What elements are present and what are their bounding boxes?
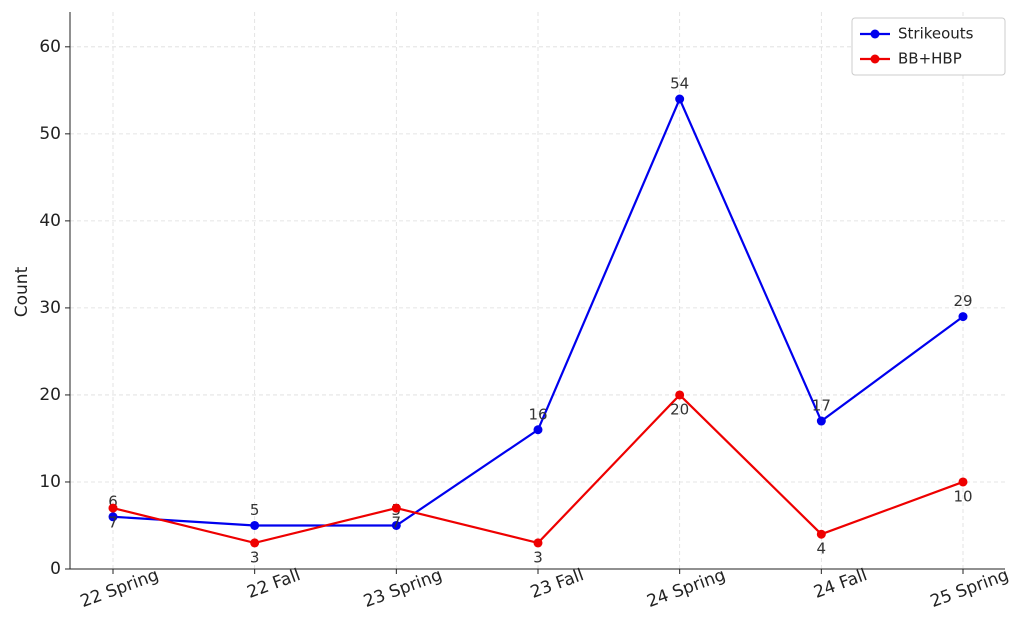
x-tick-label: 23 Spring bbox=[361, 565, 445, 612]
data-label: 6 bbox=[108, 492, 118, 510]
y-tick-label: 60 bbox=[39, 37, 61, 57]
x-tick-label: 24 Spring bbox=[644, 565, 728, 612]
data-label: 54 bbox=[670, 75, 689, 93]
data-label: 3 bbox=[250, 548, 260, 566]
x-tick-label: 24 Fall bbox=[811, 565, 870, 603]
data-label: 3 bbox=[533, 548, 543, 566]
point bbox=[675, 390, 685, 400]
legend-marker bbox=[870, 54, 880, 64]
x-tick-label: 25 Spring bbox=[928, 565, 1012, 612]
point bbox=[533, 538, 543, 548]
point bbox=[816, 416, 826, 426]
point bbox=[533, 425, 543, 435]
data-label: 17 bbox=[812, 397, 831, 415]
point bbox=[958, 477, 968, 487]
data-label: 16 bbox=[528, 405, 547, 423]
point bbox=[108, 503, 118, 513]
y-tick-label: 40 bbox=[39, 211, 61, 231]
point bbox=[391, 503, 401, 513]
y-tick-label: 50 bbox=[39, 124, 61, 144]
y-tick-label: 20 bbox=[39, 385, 61, 405]
point bbox=[816, 529, 826, 539]
y-tick-label: 30 bbox=[39, 298, 61, 318]
y-tick-label: 0 bbox=[50, 559, 61, 579]
legend-marker bbox=[870, 29, 880, 39]
data-label: 4 bbox=[817, 540, 827, 558]
legend-label: BB+HBP bbox=[898, 50, 962, 68]
x-tick-label: 22 Fall bbox=[245, 565, 304, 603]
point bbox=[250, 538, 260, 548]
legend-label: Strikeouts bbox=[898, 25, 974, 43]
data-label: 7 bbox=[392, 514, 402, 532]
y-tick-label: 10 bbox=[39, 472, 61, 492]
y-axis-label: Count bbox=[12, 266, 32, 317]
x-tick-label: 22 Spring bbox=[78, 565, 162, 612]
data-label: 7 bbox=[108, 514, 118, 532]
point bbox=[958, 312, 968, 322]
point bbox=[675, 94, 685, 104]
point bbox=[250, 520, 260, 530]
x-tick-label: 23 Fall bbox=[528, 565, 587, 603]
point bbox=[391, 520, 401, 530]
data-label: 5 bbox=[250, 501, 260, 519]
data-label: 29 bbox=[953, 292, 972, 310]
data-label: 20 bbox=[670, 400, 689, 418]
data-label: 10 bbox=[953, 487, 972, 505]
point bbox=[108, 512, 118, 522]
legend-box bbox=[851, 17, 1006, 76]
